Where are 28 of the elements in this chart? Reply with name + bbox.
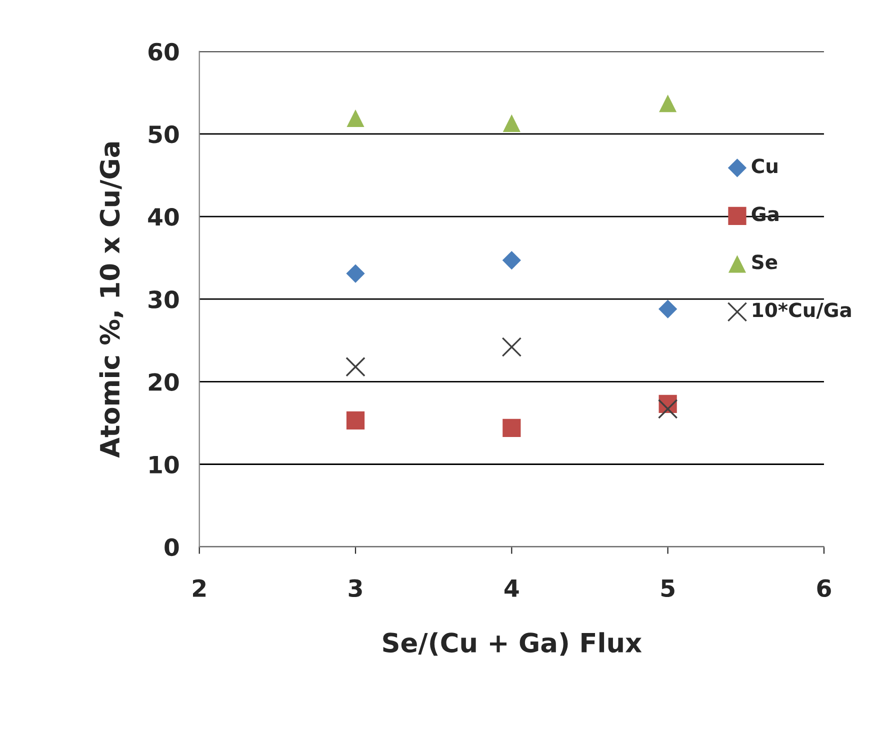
point <box>502 418 521 437</box>
y-tick-label: 0 <box>164 538 179 556</box>
point <box>346 109 364 128</box>
point <box>346 411 365 430</box>
legend-label: Se <box>752 254 778 270</box>
y-tick-label: 40 <box>148 208 179 226</box>
point <box>658 399 678 419</box>
point <box>346 356 366 377</box>
x-tick-label: 3 <box>348 579 362 598</box>
y-tick-label: 20 <box>148 373 179 391</box>
legend-label: 10*Cu/Ga <box>753 302 851 319</box>
x-tick-label: 6 <box>817 579 831 598</box>
x-tick-label: 2 <box>193 579 206 597</box>
y-tick-label: 10 <box>150 456 179 474</box>
x-tick-label: 5 <box>661 580 674 598</box>
y-tick-label: 50 <box>148 125 179 144</box>
point <box>502 337 522 357</box>
point <box>502 250 521 270</box>
x-axis-title: Se/(Cu + Ga) Flux <box>383 632 642 656</box>
x-tick-label: 4 <box>504 580 519 597</box>
point <box>502 114 520 132</box>
point <box>658 300 678 318</box>
y-tick-label: 30 <box>148 290 179 308</box>
point <box>659 94 677 112</box>
point <box>346 264 365 283</box>
y-axis-title: Atomic %, 10 x Cu/Ga <box>99 142 124 458</box>
legend-label: Cu <box>752 158 778 174</box>
y-tick-label: 60 <box>148 42 179 61</box>
